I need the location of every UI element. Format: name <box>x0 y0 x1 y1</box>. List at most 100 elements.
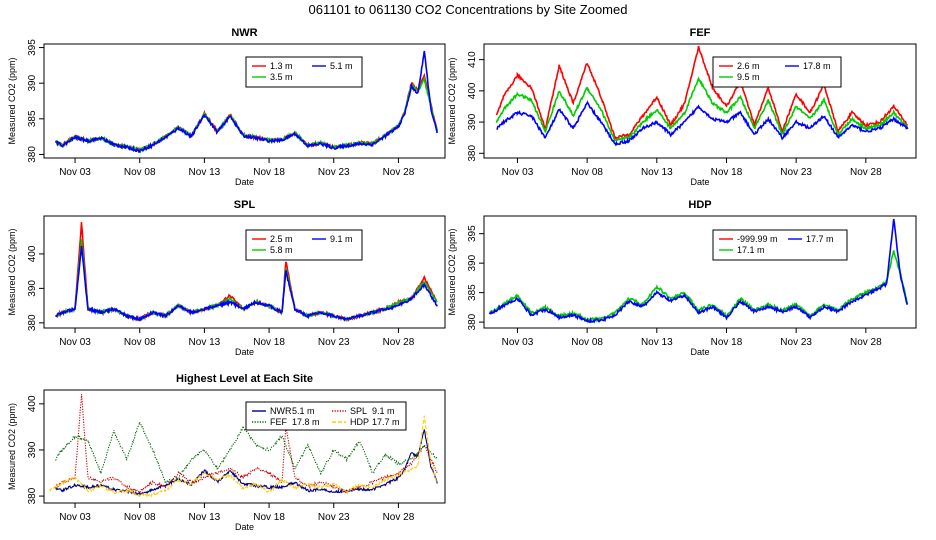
y-tick-label: 410 <box>467 51 478 68</box>
y-tick-label: 380 <box>27 487 38 504</box>
legend-label: 2.6 m <box>737 61 760 71</box>
x-tick-label: Nov 28 <box>383 512 415 523</box>
x-tick-label: Nov 13 <box>641 337 673 348</box>
x-tick-label: Nov 08 <box>124 167 156 178</box>
legend-label: 17.8 m <box>803 61 831 71</box>
panel-4: Highest Level at Each Site Nov 03 Nov 08 No… <box>7 373 446 532</box>
series-line-3-5-m <box>55 75 438 154</box>
x-tick-label: Nov 08 <box>571 167 603 178</box>
x-tick-label: Nov 13 <box>189 337 221 348</box>
legend-label: 5.8 m <box>270 245 293 255</box>
legend-height: 9.1 m <box>372 406 395 416</box>
x-tick-label: Nov 13 <box>189 167 221 178</box>
plot-frame <box>43 43 446 159</box>
legend-label: 9.1 m <box>330 234 353 244</box>
legend-site: NWR <box>270 406 292 416</box>
x-tick-label: Nov 03 <box>59 512 91 523</box>
legend-label: -999.99 m <box>737 234 778 244</box>
y-tick-label: 390 <box>27 280 38 297</box>
chart-panels: NWR Nov 03 Nov 08 Nov 13 Nov 18 Nov 23 Nov 28 3… <box>7 27 917 532</box>
y-axis-title: Measured CO2 (ppm) <box>7 228 17 315</box>
x-axis-title: Date <box>235 522 254 532</box>
legend-site: HDP <box>350 417 369 427</box>
y-tick-label: 400 <box>27 395 38 412</box>
y-tick-label: 380 <box>467 313 478 330</box>
legend-site: SPL <box>350 406 367 416</box>
x-tick-label: Nov 18 <box>253 512 285 523</box>
y-tick-label: 380 <box>467 145 478 162</box>
series-group <box>54 222 438 323</box>
x-tick-label: Nov 03 <box>502 337 534 348</box>
x-axis-title: Date <box>235 177 254 187</box>
series-line-17-7-m <box>488 218 909 324</box>
legend-label: 17.1 m <box>737 245 765 255</box>
x-tick-label: Nov 18 <box>711 337 743 348</box>
x-tick-label: Nov 18 <box>253 167 285 178</box>
series-group <box>488 218 909 324</box>
series-line-17-1-m <box>489 250 909 323</box>
legend: -999.99 m17.1 m 17.7 m <box>712 229 848 261</box>
legend: 2.5 m5.8 m 9.1 m <box>245 229 363 261</box>
y-tick-label: 400 <box>27 245 38 262</box>
legend-label: 5.1 m <box>330 61 353 71</box>
series-line-fef-17-8-m <box>55 421 438 485</box>
legend-height: 17.7 m <box>372 417 400 427</box>
legend-label: 17.7 m <box>806 234 834 244</box>
legend-label: 9.5 m <box>737 72 760 82</box>
series-line-spl-9-1-m <box>55 394 438 494</box>
legend-height: 5.1 m <box>292 406 315 416</box>
y-tick-label: 395 <box>467 225 478 242</box>
series-line-9-1-m <box>55 245 438 322</box>
figure-title: 061101 to 061130 CO2 Concentrations by S… <box>309 2 628 17</box>
legend-box <box>712 229 848 261</box>
legend-box <box>245 229 363 261</box>
x-tick-label: Nov 18 <box>253 337 285 348</box>
series-line-2-6-m <box>495 45 909 140</box>
series-line-17-8-m <box>496 99 909 147</box>
y-tick-label: 390 <box>467 113 478 130</box>
y-tick-label: 390 <box>27 74 38 91</box>
panel-2: SPL Nov 03 Nov 08 Nov 13 Nov 18 Nov 23 Nov 28 3… <box>7 199 446 357</box>
x-tick-label: Nov 08 <box>124 512 156 523</box>
plot-frame <box>483 43 917 159</box>
x-tick-label: Nov 03 <box>59 337 91 348</box>
x-tick-label: Nov 28 <box>850 337 882 348</box>
series-line-9-5-m <box>495 76 909 143</box>
series-line-hdp-17-7-m <box>48 415 438 498</box>
y-tick-label: 395 <box>27 39 38 56</box>
panel-title: Highest Level at Each Site <box>176 373 313 385</box>
legend-box <box>712 56 842 88</box>
series-group <box>54 50 438 154</box>
legend: 1.3 m3.5 m 5.1 m <box>245 56 363 88</box>
legend-label: 3.5 m <box>270 72 293 82</box>
plot-frame <box>483 215 917 329</box>
plot-frame <box>43 389 446 504</box>
x-tick-label: Nov 13 <box>189 512 221 523</box>
x-tick-label: Nov 23 <box>318 337 350 348</box>
panel-title: NWR <box>231 27 257 39</box>
legend-label: 2.5 m <box>270 234 293 244</box>
legend: NWR 5.1 m SPL 9.1 m FEF 17.8 m HDP 17.7 m <box>245 401 407 431</box>
x-tick-label: Nov 13 <box>641 167 673 178</box>
y-axis-title: Measured CO2 (ppm) <box>7 403 17 490</box>
x-tick-label: Nov 08 <box>571 337 603 348</box>
y-tick-label: 390 <box>27 441 38 458</box>
series-line-nwr-5-1-m <box>55 429 438 496</box>
panel-title: FEF <box>690 27 711 39</box>
x-axis-title: Date <box>690 177 709 187</box>
x-axis-title: Date <box>235 347 254 357</box>
x-tick-label: Nov 28 <box>383 167 415 178</box>
x-tick-label: Nov 18 <box>711 167 743 178</box>
panel-3: HDP Nov 03 Nov 08 Nov 13 Nov 18 Nov 23 Nov 28 3… <box>447 199 917 357</box>
y-axis-title: Measured CO2 (ppm) <box>7 57 17 144</box>
panel-0: NWR Nov 03 Nov 08 Nov 13 Nov 18 Nov 23 Nov 28 3… <box>7 27 446 187</box>
plot-frame <box>43 215 446 329</box>
x-axis-title: Date <box>690 347 709 357</box>
legend-box <box>245 56 363 88</box>
y-tick-label: 380 <box>27 146 38 163</box>
panel-title: HDP <box>688 199 711 211</box>
series-group <box>495 45 909 147</box>
y-axis-title: Measured CO2 (ppm) <box>447 57 457 144</box>
series-line-5-1-m <box>55 50 438 153</box>
